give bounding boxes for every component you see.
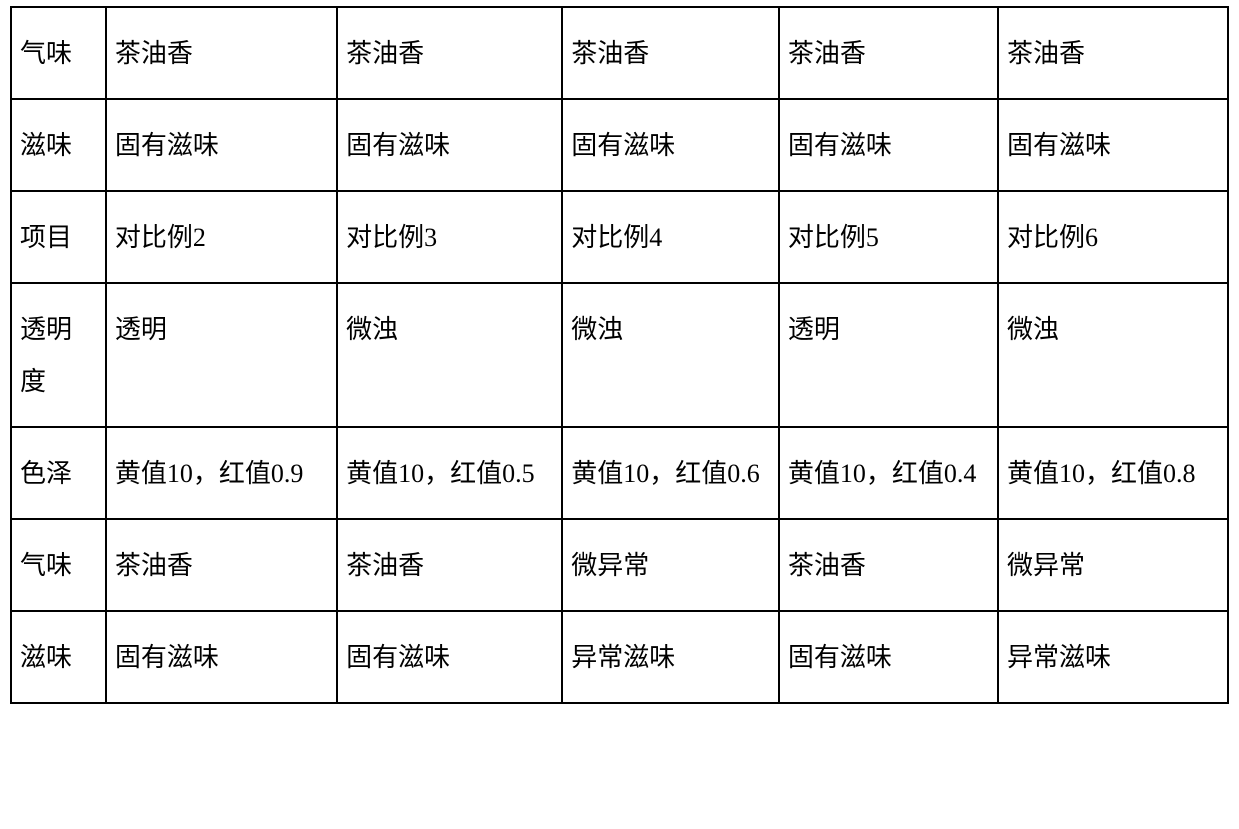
cell: 透明 <box>779 283 998 427</box>
cell: 微异常 <box>998 519 1228 611</box>
cell: 对比例5 <box>779 191 998 283</box>
cell: 对比例4 <box>562 191 779 283</box>
cell: 对比例6 <box>998 191 1228 283</box>
table-row: 滋味 固有滋味 固有滋味 异常滋味 固有滋味 异常滋味 <box>11 611 1228 703</box>
table-row: 色泽 黄值10，红值0.9 黄值10，红值0.5 黄值10，红值0.6 黄值10… <box>11 427 1228 519</box>
cell: 黄值10，红值0.4 <box>779 427 998 519</box>
cell: 固有滋味 <box>106 611 337 703</box>
cell: 固有滋味 <box>779 611 998 703</box>
cell: 茶油香 <box>562 7 779 99</box>
table-row: 透明度 透明 微浊 微浊 透明 微浊 <box>11 283 1228 427</box>
data-table: 气味 茶油香 茶油香 茶油香 茶油香 茶油香 滋味 固有滋味 固有滋味 固有滋味… <box>10 6 1229 704</box>
table-container: 气味 茶油香 茶油香 茶油香 茶油香 茶油香 滋味 固有滋味 固有滋味 固有滋味… <box>0 0 1239 710</box>
table-row: 滋味 固有滋味 固有滋味 固有滋味 固有滋味 固有滋味 <box>11 99 1228 191</box>
row-label: 项目 <box>11 191 106 283</box>
cell: 微异常 <box>562 519 779 611</box>
row-label: 气味 <box>11 7 106 99</box>
cell: 微浊 <box>562 283 779 427</box>
cell: 透明 <box>106 283 337 427</box>
cell: 对比例2 <box>106 191 337 283</box>
cell: 茶油香 <box>106 7 337 99</box>
table-row: 气味 茶油香 茶油香 微异常 茶油香 微异常 <box>11 519 1228 611</box>
cell: 茶油香 <box>779 519 998 611</box>
cell: 固有滋味 <box>779 99 998 191</box>
row-label: 滋味 <box>11 611 106 703</box>
cell: 固有滋味 <box>562 99 779 191</box>
cell: 对比例3 <box>337 191 562 283</box>
cell: 固有滋味 <box>998 99 1228 191</box>
cell: 黄值10，红值0.9 <box>106 427 337 519</box>
cell: 黄值10，红值0.5 <box>337 427 562 519</box>
cell: 固有滋味 <box>106 99 337 191</box>
cell: 茶油香 <box>337 519 562 611</box>
cell: 茶油香 <box>106 519 337 611</box>
table-row: 项目 对比例2 对比例3 对比例4 对比例5 对比例6 <box>11 191 1228 283</box>
cell: 黄值10，红值0.6 <box>562 427 779 519</box>
table-row: 气味 茶油香 茶油香 茶油香 茶油香 茶油香 <box>11 7 1228 99</box>
row-label: 气味 <box>11 519 106 611</box>
row-label: 滋味 <box>11 99 106 191</box>
cell: 微浊 <box>998 283 1228 427</box>
cell: 异常滋味 <box>998 611 1228 703</box>
cell: 茶油香 <box>998 7 1228 99</box>
cell: 固有滋味 <box>337 99 562 191</box>
cell: 茶油香 <box>779 7 998 99</box>
cell: 黄值10，红值0.8 <box>998 427 1228 519</box>
cell: 茶油香 <box>337 7 562 99</box>
row-label: 色泽 <box>11 427 106 519</box>
row-label: 透明度 <box>11 283 106 427</box>
cell: 微浊 <box>337 283 562 427</box>
cell: 固有滋味 <box>337 611 562 703</box>
cell: 异常滋味 <box>562 611 779 703</box>
